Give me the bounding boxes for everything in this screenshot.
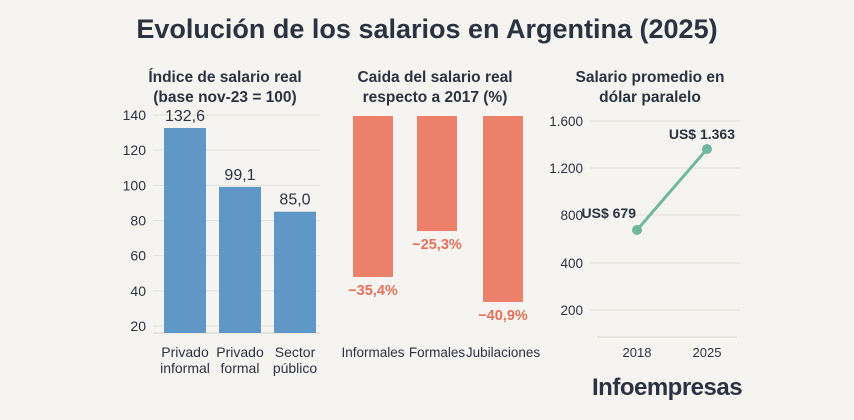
- x-tick-label: formal: [221, 360, 260, 376]
- x-tick-label: Privado: [161, 344, 209, 360]
- y-tick-label: 20: [130, 318, 146, 334]
- chart3-title-line: Salario promedio en: [575, 69, 725, 86]
- data-label: US$ 1.363: [669, 126, 735, 142]
- data-point: [702, 144, 712, 155]
- x-tick-label: Formales: [409, 345, 466, 360]
- series-line: [635, 148, 709, 231]
- data-label: −25,3%: [412, 237, 462, 253]
- bar: [417, 116, 457, 232]
- data-label: −35,4%: [348, 283, 398, 299]
- brand-logo: Infoempresas: [592, 374, 743, 401]
- x-tick-label: informal: [160, 360, 210, 376]
- y-tick-label: 1.600: [549, 114, 583, 129]
- chart2-title-line: respecto a 2017 (%): [362, 89, 508, 106]
- chart3-title-line: dólar paralelo: [599, 89, 701, 106]
- y-tick-label: 100: [123, 177, 147, 193]
- chart3-title: Salario promedio en dólar paralelo: [550, 68, 750, 108]
- bar: [164, 128, 206, 333]
- y-tick-label: 400: [560, 256, 583, 271]
- y-tick-label: 800: [560, 208, 583, 223]
- y-tick-label: 80: [130, 213, 146, 229]
- data-label: 132,6: [165, 108, 205, 125]
- data-point: [632, 224, 642, 235]
- y-tick-label: 60: [130, 248, 146, 264]
- x-tick-label: 2018: [623, 345, 652, 360]
- chart1-title-line: (base nov-23 = 100): [153, 89, 297, 106]
- chart1-title: Índice de salario real (base nov-23 = 10…: [120, 68, 330, 108]
- x-tick-label: 2025: [693, 345, 722, 360]
- x-tick-label: Jubilaciones: [466, 345, 541, 360]
- chart2-title-line: Caida del salario real: [357, 69, 513, 86]
- x-tick-label: público: [273, 360, 318, 376]
- data-label: 99,1: [224, 167, 255, 184]
- y-tick-label: 120: [123, 142, 147, 158]
- bar: [483, 116, 523, 302]
- y-tick-label: 1.200: [549, 161, 583, 176]
- data-label: US$ 679: [582, 205, 637, 221]
- data-label: 85,0: [279, 192, 310, 209]
- chart2-title: Caida del salario real respecto a 2017 (…: [335, 68, 535, 108]
- bar: [353, 116, 393, 277]
- data-label: −40,9%: [478, 308, 528, 324]
- bar: [219, 186, 261, 333]
- y-tick-label: 140: [123, 107, 147, 123]
- bar: [274, 211, 316, 333]
- chart1-title-line: Índice de salario real: [148, 69, 302, 86]
- y-tick-label: 200: [560, 303, 583, 318]
- page-title: Evolución de los salarios en Argentina (…: [136, 14, 718, 44]
- y-tick-label: 40: [130, 283, 146, 299]
- x-tick-label: Informales: [341, 345, 404, 360]
- x-tick-label: Sector: [275, 344, 316, 360]
- x-tick-label: Privado: [216, 344, 264, 360]
